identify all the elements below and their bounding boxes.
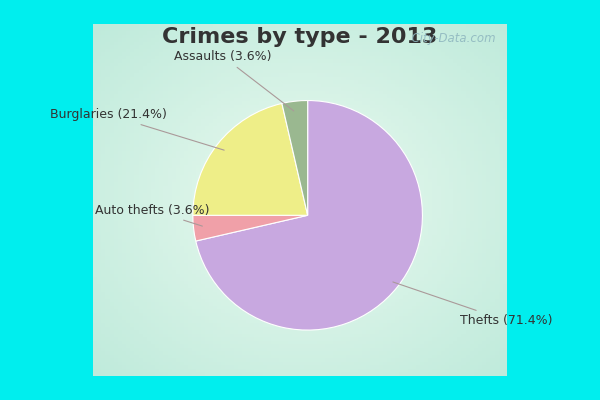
Text: Crimes by type - 2013: Crimes by type - 2013 <box>163 27 437 47</box>
Text: Thefts (71.4%): Thefts (71.4%) <box>393 282 552 327</box>
Text: Auto thefts (3.6%): Auto thefts (3.6%) <box>95 204 209 226</box>
Wedge shape <box>282 100 308 215</box>
Wedge shape <box>193 215 308 241</box>
Text: City-Data.com: City-Data.com <box>404 32 496 45</box>
Wedge shape <box>193 104 308 215</box>
Wedge shape <box>196 100 422 330</box>
Text: Assaults (3.6%): Assaults (3.6%) <box>174 50 294 111</box>
Text: Burglaries (21.4%): Burglaries (21.4%) <box>50 108 224 150</box>
